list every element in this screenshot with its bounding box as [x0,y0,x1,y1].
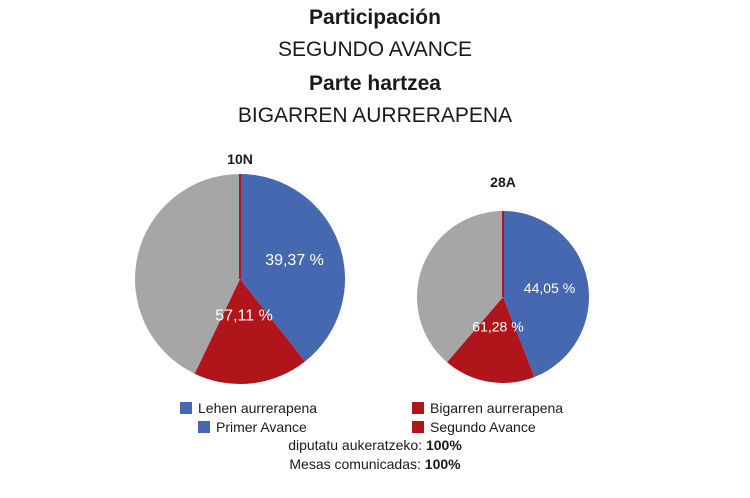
legend-label-first-es: Primer Avance [216,419,307,435]
pie-slice-10N-2 [134,174,240,374]
footer-line2-value: 100% [424,456,461,472]
legend-first-es: Primer Avance [198,419,307,435]
subtitle-es: SEGUNDO AVANCE [277,38,473,61]
legend-label-first-eu: Lehen aurrerapena [198,400,318,416]
data-label-first-28A: 44,05 % [524,280,575,296]
legend-swatch-second-es [412,421,424,433]
legend-first-eu: Lehen aurrerapena [180,400,317,416]
data-label-second-28A: 61,28 % [472,319,523,335]
data-label-second-10N: 57,11 % [215,308,273,325]
legend-label-second-es: Segundo Avance [430,419,536,435]
subtitle-eu: BIGARREN AURRERAPENA [237,104,513,127]
footer-line2: Mesas comunicadas: 100% [0,456,750,472]
legend-second-eu: Bigarren aurrerapena [412,400,563,416]
footer-line1-value: 100% [425,437,462,453]
legend-label-second-eu: Bigarren aurrerapena [430,400,564,416]
pie-slice-28A-0 [503,211,589,378]
pie-slice-28A-2 [417,211,503,363]
legend-swatch-first [180,402,192,414]
pie-slice-10N-0 [240,174,346,362]
pie-slice-28A-1 [447,297,535,383]
footer-line1: diputatu aukeratzeko: 100% [0,437,750,453]
data-label-first-10N: 39,37 % [265,252,324,269]
title-es: Participación [309,6,441,29]
chart-title-10N: 10N [227,151,253,167]
footer-line2-label: Mesas comunicadas: [289,456,421,472]
chart-title-28A: 28A [490,174,516,190]
legend-swatch-second [412,402,424,414]
legend-swatch-first-es [198,421,210,433]
pie-slice-10N-1 [194,279,306,384]
footer-line1-label: diputatu aukeratzeko: [288,437,423,453]
legend-second-es: Segundo Avance [412,419,536,435]
title-eu: Parte hartzea [309,72,441,95]
